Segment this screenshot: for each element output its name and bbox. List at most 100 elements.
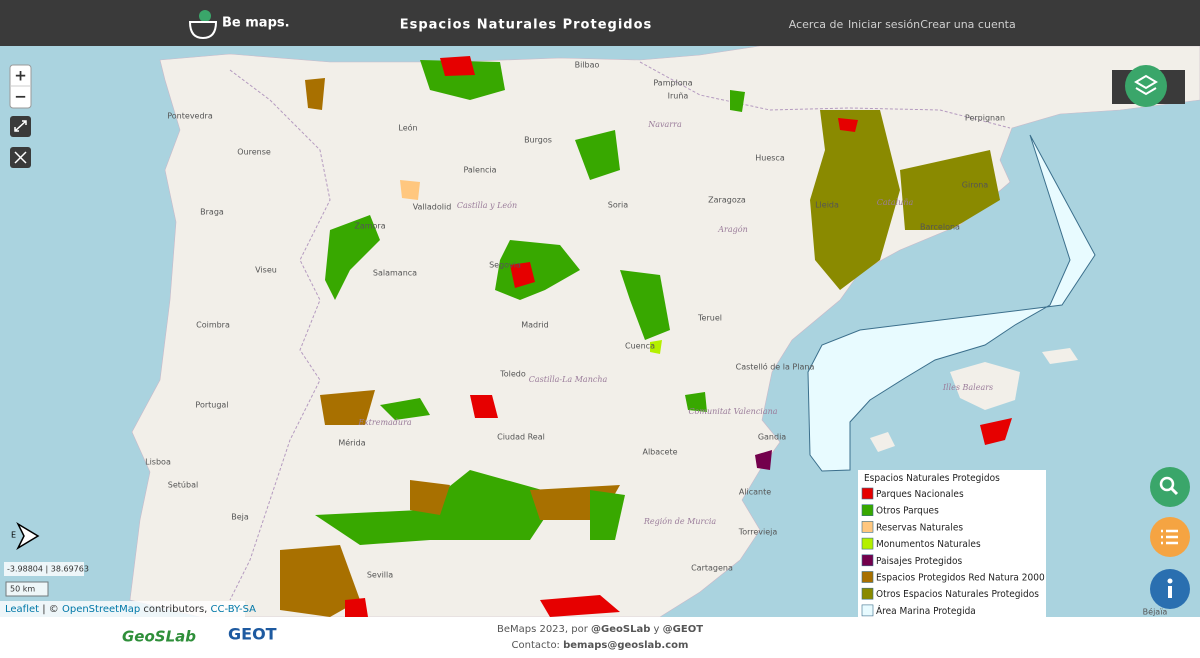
header: Be maps. Espacios Naturales Protegidos A… xyxy=(0,0,1200,46)
legend-label: Reservas Naturales xyxy=(876,522,963,533)
border xyxy=(639,61,1011,129)
legend-label: Otros Parques xyxy=(876,506,939,517)
place-label: Perpignan xyxy=(965,114,1005,123)
attribution: Leaflet | © OpenStreetMap contributors, … xyxy=(5,604,256,615)
marine-area xyxy=(807,134,1096,472)
header-title: Espacios Naturales Protegidos xyxy=(400,18,653,33)
island xyxy=(1042,348,1078,364)
region-label: Región de Murcia xyxy=(643,517,717,526)
info-button[interactable] xyxy=(1150,569,1190,609)
legend: Espacios Naturales Protegidos Parques Na… xyxy=(858,470,1046,617)
north-arrow: E xyxy=(11,522,40,550)
attribution-text: contributors, xyxy=(140,604,210,615)
place-label: Pontevedra xyxy=(167,112,213,121)
legend-swatch xyxy=(861,571,874,583)
place-label: Girona xyxy=(962,181,989,190)
legend-swatch xyxy=(861,521,874,533)
credit: BeMaps 2023, por @GeoSLab y @GEOT xyxy=(497,624,703,635)
place-label: Ourense xyxy=(237,148,271,157)
nav-link[interactable]: Iniciar sesión xyxy=(848,18,920,31)
logo[interactable]: Be maps. xyxy=(188,10,290,40)
region-label: Castilla-La Mancha xyxy=(529,375,608,384)
coordinates: -3.98804 | 38.69763 xyxy=(7,565,89,574)
map[interactable]: Pontevedra Ourense Braga Viseu Coimbra Portug… xyxy=(0,45,1200,618)
place-label: Alicante xyxy=(739,488,771,497)
place-label: Soria xyxy=(608,201,628,210)
credit-link[interactable]: @GeoSLab xyxy=(591,624,650,635)
place-label: Bilbao xyxy=(575,61,600,70)
region-label: Cataluña xyxy=(877,198,914,207)
legend-label: Espacios Protegidos Red Natura 2000 xyxy=(876,573,1045,584)
zoom-out[interactable]: − xyxy=(14,88,27,106)
place-label: Lisboa xyxy=(145,458,171,467)
place-label: Palencia xyxy=(463,166,496,175)
osm-link[interactable]: OpenStreetMap xyxy=(62,604,140,615)
island xyxy=(950,362,1020,410)
place-label: Mérida xyxy=(338,438,365,448)
place-label: Lleida xyxy=(815,201,839,210)
place-label: Cartagena xyxy=(691,564,733,573)
place-label: Portugal xyxy=(195,401,228,410)
place-label: Béjaïa xyxy=(1143,607,1168,617)
place-label: Teruel xyxy=(697,314,722,323)
contact: Contacto: bemaps@geoslab.com xyxy=(512,640,689,651)
geoslab-logo[interactable]: GeoSLab xyxy=(122,628,196,646)
region-label: Comunitat Valenciana xyxy=(688,407,777,416)
place-label: Barcelona xyxy=(920,223,960,232)
place-label: Valladolid xyxy=(413,203,452,212)
place-label: Ciudad Real xyxy=(497,433,545,442)
legend-label: Parques Nacionales xyxy=(876,489,964,500)
region-label: Castilla y León xyxy=(457,201,517,210)
footer: GeoSLab GEOT BeMaps 2023, por @GeoSLab y… xyxy=(0,617,1200,658)
nav-link[interactable]: Acerca de xyxy=(789,18,844,31)
legend-swatch xyxy=(861,487,874,500)
zoom-control: + − xyxy=(9,64,32,109)
place-label: León xyxy=(398,123,417,133)
map-labels: Pontevedra Ourense Braga Viseu Coimbra Portug… xyxy=(145,61,1167,617)
credit-text: y xyxy=(650,624,662,635)
nav-link[interactable]: Crear una cuenta xyxy=(920,18,1015,31)
credit-text: BeMaps 2023, por xyxy=(497,624,591,635)
list-button[interactable] xyxy=(1150,517,1190,557)
nav: Acerca de Iniciar sesión Crear una cuenta xyxy=(789,18,1016,31)
extent-button[interactable] xyxy=(10,147,31,168)
zoom-in[interactable]: + xyxy=(14,67,27,85)
region-label: Aragón xyxy=(717,225,747,234)
contact-email[interactable]: bemaps@geoslab.com xyxy=(563,640,688,651)
legend-box xyxy=(858,470,1046,617)
region-label: Illes Balears xyxy=(942,383,993,392)
place-label: Gandia xyxy=(758,433,786,442)
search-button[interactable] xyxy=(1150,467,1190,507)
place-label: Iruña xyxy=(668,92,689,101)
legend-swatch xyxy=(861,554,874,567)
attribution-box xyxy=(0,601,245,617)
protected-areas xyxy=(280,56,1012,617)
place-label: Torrevieja xyxy=(738,528,778,537)
place-label: Cuenca xyxy=(625,342,655,351)
place-label: Zaragoza xyxy=(708,196,746,205)
legend-label: Área Marina Protegida xyxy=(876,604,976,617)
legend-swatch xyxy=(861,604,874,617)
place-label: Viseu xyxy=(255,266,277,275)
geot-logo[interactable]: GEOT xyxy=(228,625,277,644)
leaflet-link[interactable]: Leaflet xyxy=(5,604,39,615)
contact-text: Contacto: xyxy=(512,640,564,651)
place-label: Castelló de la Plana xyxy=(736,362,815,372)
place-label: Sevilla xyxy=(367,571,393,580)
place-label: Pamplona xyxy=(653,79,692,88)
place-label: Setúbal xyxy=(168,481,198,490)
credit-link[interactable]: @GEOT xyxy=(663,624,704,635)
coords-box xyxy=(4,562,84,576)
legend-label: Paisajes Protegidos xyxy=(876,556,962,567)
layers-button[interactable] xyxy=(1112,65,1185,107)
legend-swatch xyxy=(861,537,874,550)
fullscreen-button[interactable] xyxy=(10,116,31,137)
place-label: Albacete xyxy=(642,448,677,457)
legend-title: Espacios Naturales Protegidos xyxy=(864,473,1000,484)
license-link[interactable]: CC-BY-SA xyxy=(211,604,257,615)
place-label: Zamora xyxy=(354,222,385,231)
border xyxy=(229,69,331,601)
svg-text:E: E xyxy=(11,531,16,540)
legend-label: Otros Espacios Naturales Protegidos xyxy=(876,589,1039,600)
